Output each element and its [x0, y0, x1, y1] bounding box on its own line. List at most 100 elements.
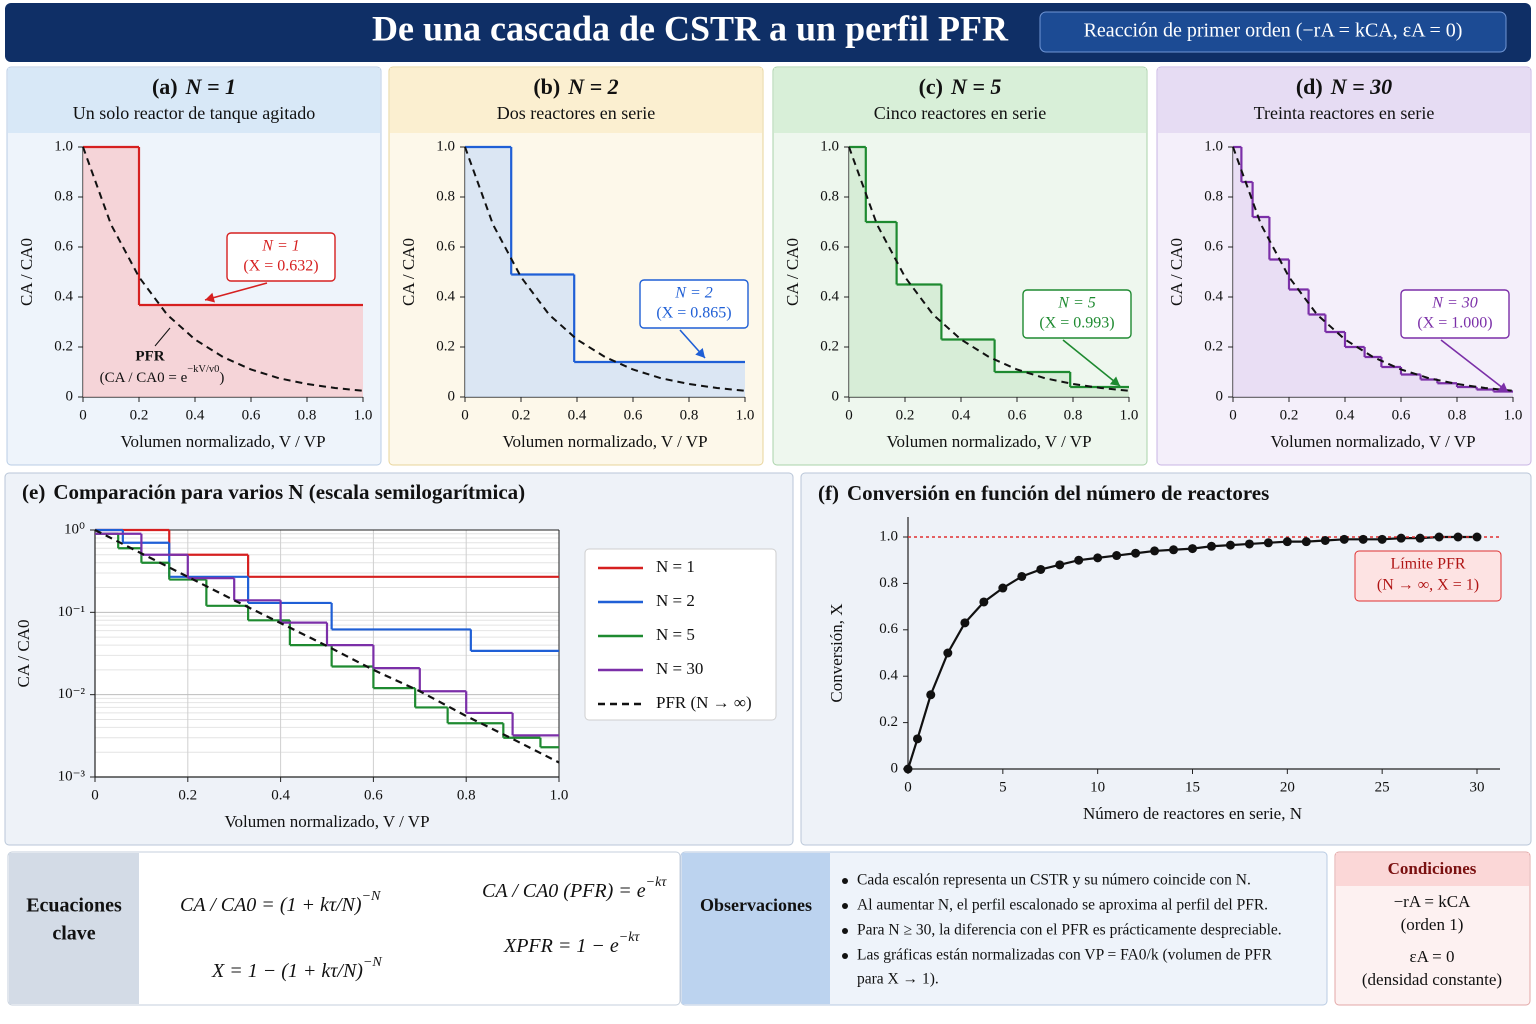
curve	[848, 146, 1130, 392]
x-tick-label: 0	[845, 407, 853, 423]
x-tick-label: 30	[1470, 779, 1485, 795]
x-tick-label: 5	[999, 779, 1007, 795]
panel-title: (a) N = 1	[152, 74, 236, 99]
pfr-label: PFR	[135, 348, 164, 364]
point	[1112, 551, 1122, 561]
point	[979, 597, 989, 607]
annotation-text: N = 1	[261, 238, 299, 255]
annotation-text: (X = 0.993)	[1039, 315, 1114, 332]
y-tick-label: 0	[66, 388, 74, 404]
panel-header	[8, 68, 380, 133]
y-tick-label: 0.8	[879, 575, 898, 591]
y-tick-label: 0.8	[436, 188, 455, 204]
x-tick-label: 0.6	[364, 787, 383, 803]
observation: Al aumentar N, el perfil escalonado se a…	[857, 897, 1268, 914]
panel	[800, 472, 1532, 846]
point	[1093, 553, 1103, 563]
y-tick-label: 0.6	[54, 238, 73, 254]
annotation-text: (N → ∞, X = 1)	[1377, 577, 1479, 594]
annotation-box	[1022, 289, 1132, 339]
x-axis-label: Volumen normalizado, V / VP	[502, 432, 707, 451]
conditions-heading-bg	[1336, 853, 1529, 886]
panel-heading: N = 1	[185, 74, 236, 99]
point	[1017, 571, 1027, 581]
x-tick-label: 0.8	[457, 787, 476, 803]
point	[1131, 548, 1141, 558]
observation: para X → 1).	[857, 971, 939, 988]
pfr-pointer	[154, 327, 171, 347]
y-tick-label: 0.2	[879, 714, 898, 730]
point	[903, 764, 913, 774]
panel-heading: N = 2	[567, 74, 618, 99]
annotation-text: (X = 0.632)	[243, 258, 318, 275]
panel-heading: N = 5	[950, 74, 1001, 99]
text-part: XPFR = 1 −	[503, 935, 610, 957]
superscript: −N	[363, 955, 382, 970]
x-tick-label: 0.4	[568, 407, 587, 423]
conditions-box	[1334, 851, 1531, 1006]
observations-heading-bg	[682, 853, 830, 1004]
y-tick-label: 10⁻¹	[58, 604, 85, 620]
x-tick-label: 0.6	[242, 407, 261, 423]
equations-box	[7, 851, 681, 1006]
annotation-text: (X = 1.000)	[1417, 315, 1492, 332]
point	[1377, 534, 1387, 544]
y-tick-label: 0.8	[820, 188, 839, 204]
point	[1472, 532, 1482, 542]
point	[1055, 560, 1065, 570]
legend-label: N = 2	[656, 591, 695, 610]
point	[1188, 544, 1197, 554]
curve	[82, 146, 364, 392]
y-tick-label: 0	[891, 760, 899, 776]
text-part: e	[610, 935, 619, 957]
x-tick-label: 0.2	[130, 407, 149, 423]
x-axis-label: Volumen normalizado, V / VP	[224, 812, 429, 831]
y-tick-label: 1.0	[54, 138, 73, 154]
panel-subtitle: Cinco reactores en serie	[874, 103, 1046, 123]
y-tick-label: 0.2	[54, 338, 73, 354]
legend-label: N = 30	[656, 659, 703, 678]
superscript: −kV/v0	[187, 364, 219, 375]
y-tick-label: 0	[832, 388, 840, 404]
panel-title: (d) N = 30	[1296, 74, 1392, 99]
y-tick-label: 1.0	[820, 138, 839, 154]
observations-box	[680, 851, 1328, 1006]
y-tick-label: 0.4	[820, 288, 839, 304]
x-tick-label: 0.6	[624, 407, 643, 423]
panel-title: (c) N = 5	[919, 74, 1002, 99]
panel-title: (e) Comparación para varios N (escala sem…	[22, 480, 525, 504]
point	[1301, 537, 1311, 547]
equation: CA / CA0 (PFR) = e−kτ	[482, 875, 667, 901]
y-tick-label: 10⁰	[64, 521, 85, 537]
annotation-box	[639, 279, 749, 329]
panel-label: (f)	[818, 481, 839, 505]
y-axis-label: CA / CA0	[783, 238, 802, 306]
superscript: −kτ	[646, 875, 668, 890]
badge-text: Reacción de primer orden (−rA = kCA, εA …	[1084, 20, 1463, 42]
point	[926, 690, 936, 700]
arrow-head	[205, 292, 216, 303]
condition: (orden 1)	[1401, 915, 1464, 934]
page-title: De una cascada de CSTR a un perfil PFR	[372, 8, 1009, 48]
point	[1358, 534, 1368, 544]
y-tick-label: 0.6	[879, 621, 898, 637]
y-tick-label: 0	[1216, 388, 1224, 404]
point	[1225, 540, 1235, 550]
text-part: CA / CA0 (PFR) =	[482, 880, 637, 902]
equation: CA / CA0 = (1 + kτ/N)−N	[180, 889, 381, 915]
panel-subtitle: Un solo reactor de tanque agitado	[73, 103, 315, 123]
x-tick-label: 0.4	[271, 787, 290, 803]
x-tick-label: 0.4	[1336, 407, 1355, 423]
legend-label: PFR (N → ∞)	[656, 693, 752, 712]
x-tick-label: 0.8	[1448, 407, 1467, 423]
point	[1434, 532, 1444, 542]
x-axis-label: Volumen normalizado, V / VP	[120, 432, 325, 451]
bullet	[842, 878, 848, 884]
arrow-head	[1109, 376, 1120, 386]
curve	[94, 529, 560, 764]
panel-header	[774, 68, 1146, 133]
x-tick-label: 0	[91, 787, 99, 803]
x-tick-label: 0	[461, 407, 469, 423]
x-axis-label: Volumen normalizado, V / VP	[1270, 432, 1475, 451]
text-part: (1 + kτ/N)	[280, 894, 362, 916]
